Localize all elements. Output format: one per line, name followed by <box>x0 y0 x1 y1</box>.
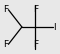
Text: I: I <box>53 23 55 31</box>
Text: F: F <box>33 5 38 14</box>
Text: F: F <box>3 40 8 49</box>
Text: F: F <box>33 40 38 49</box>
Text: F: F <box>3 5 8 14</box>
